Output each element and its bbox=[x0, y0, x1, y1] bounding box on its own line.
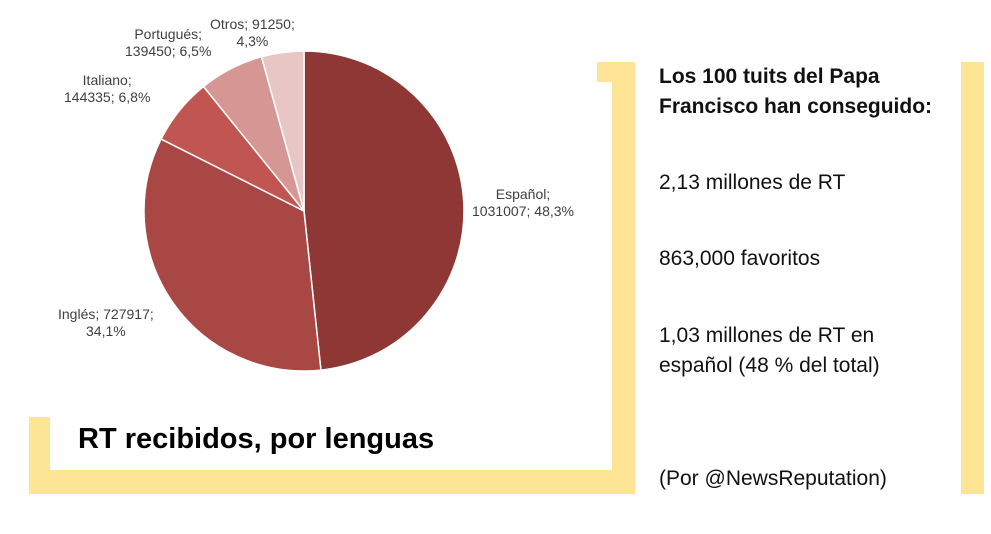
info-stat-rt: 2,13 millones de RT bbox=[659, 171, 846, 194]
pie-slice-espanol bbox=[303, 50, 465, 371]
bracket-far-right bbox=[961, 62, 984, 494]
bracket-bottom bbox=[29, 470, 635, 494]
label-otros: Otros; 91250; 4,3% bbox=[210, 16, 295, 49]
info-stat-favs: 863,000 favoritos bbox=[659, 247, 821, 270]
label-italiano: Italiano; 144335; 6,8% bbox=[64, 72, 151, 105]
chart-title: RT recibidos, por lenguas bbox=[78, 423, 435, 455]
info-credit: (Por @NewsReputation) bbox=[659, 467, 887, 490]
label-ingles: Inglés; 727917; 34,1% bbox=[58, 306, 154, 339]
info-heading: Los 100 tuits del Papa Francisco han con… bbox=[659, 65, 933, 118]
label-portugues: Portugués; 139450; 6,5% bbox=[125, 26, 212, 59]
bracket-right-vertical bbox=[612, 62, 635, 494]
pie-slice-ingles bbox=[143, 138, 322, 372]
bracket-top-tab bbox=[597, 62, 635, 82]
label-espanol: Español; 1031007; 48,3% bbox=[472, 186, 574, 219]
pie-slice-otros bbox=[260, 50, 305, 212]
info-stat-spanish: 1,03 millones de RT en español (48 % del… bbox=[659, 324, 880, 377]
